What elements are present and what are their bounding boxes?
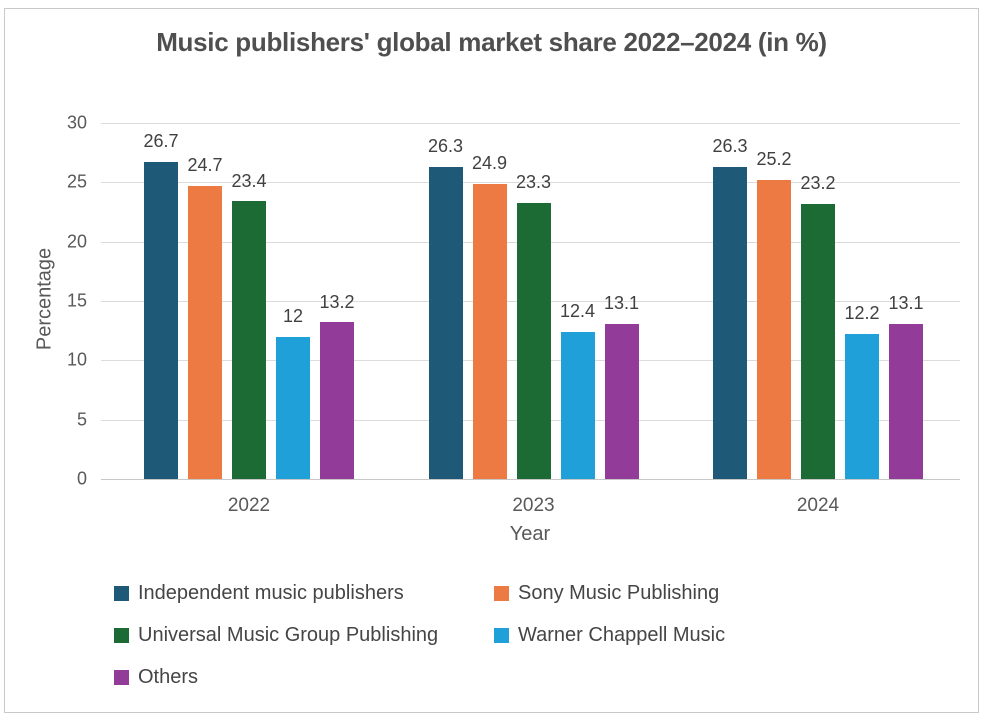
bar	[276, 336, 310, 479]
bar-value-label: 23.3	[515, 171, 552, 192]
legend-swatch-icon	[114, 669, 129, 685]
legend-item: Warner Chappell Music	[494, 623, 725, 647]
bar	[232, 201, 266, 479]
bar-value-label: 13.1	[603, 292, 640, 313]
bar	[428, 166, 463, 479]
legend-item: Others	[114, 665, 494, 689]
y-tick-label: 20	[66, 231, 87, 252]
y-tick-label: 30	[66, 112, 87, 133]
legend-swatch-icon	[494, 585, 509, 601]
bar	[757, 179, 791, 479]
bar	[889, 323, 923, 479]
bar	[516, 202, 551, 479]
legend: Independent music publishers Sony Music P…	[114, 581, 725, 689]
bar-value-label: 12.2	[844, 303, 880, 324]
gridline	[101, 182, 960, 184]
y-tick-label: 5	[76, 409, 87, 430]
bar-value-label: 13.2	[319, 291, 355, 312]
bar	[472, 183, 507, 479]
legend-item: Universal Music Group Publishing	[114, 623, 494, 647]
legend-label: Sony Music Publishing	[518, 581, 720, 604]
bar	[188, 185, 222, 479]
x-axis-title: Year	[509, 523, 551, 545]
bar	[144, 162, 178, 479]
x-tick-label: 2022	[227, 495, 271, 516]
legend-label: Universal Music Group Publishing	[138, 623, 439, 646]
x-axis-line	[101, 479, 960, 480]
bar	[713, 166, 747, 479]
legend-label: Warner Chappell Music	[518, 623, 726, 646]
legend-label: Others	[138, 665, 199, 688]
y-axis-title: Percentage	[33, 247, 56, 351]
bar-value-label: 23.4	[231, 170, 267, 191]
bar	[801, 203, 835, 479]
bar-value-label: 26.3	[427, 136, 464, 157]
legend-item: Sony Music Publishing	[494, 581, 725, 605]
bar-value-label: 13.1	[888, 292, 924, 313]
bar	[560, 331, 595, 479]
legend-swatch-icon	[114, 627, 129, 643]
bar-value-label: 24.9	[471, 152, 508, 173]
bar-value-label: 26.3	[712, 136, 748, 157]
chart-card: Music publishers' global market share 20…	[4, 8, 979, 713]
bar-value-label: 26.7	[143, 131, 179, 152]
y-tick-label: 25	[66, 171, 87, 192]
bar-value-label: 12.4	[559, 301, 596, 322]
y-tick-label: 0	[76, 468, 87, 489]
legend-swatch-icon	[114, 585, 129, 601]
legend-label: Independent music publishers	[138, 581, 404, 604]
plot-area: 0 5 10 15 20 25 30 26.7 26.3 26.3 24.7 24.9 25.2 23.4…	[67, 113, 960, 516]
bar-value-label: 12	[282, 305, 304, 326]
y-tick-label: 10	[66, 349, 87, 370]
legend-item: Independent music publishers	[114, 581, 494, 605]
bar-value-label: 25.2	[756, 149, 792, 170]
x-tick-label: 2023	[512, 495, 555, 516]
gridline	[101, 123, 960, 124]
bar	[604, 323, 639, 479]
bar	[320, 322, 354, 479]
legend-swatch-icon	[494, 627, 509, 643]
bar-value-label: 23.2	[800, 172, 836, 193]
x-tick-label: 2024	[796, 495, 840, 516]
bar	[845, 334, 879, 479]
chart-title: Music publishers' global market share 20…	[156, 27, 827, 57]
y-tick-label: 15	[66, 290, 87, 311]
bar-value-label: 24.7	[187, 155, 223, 176]
